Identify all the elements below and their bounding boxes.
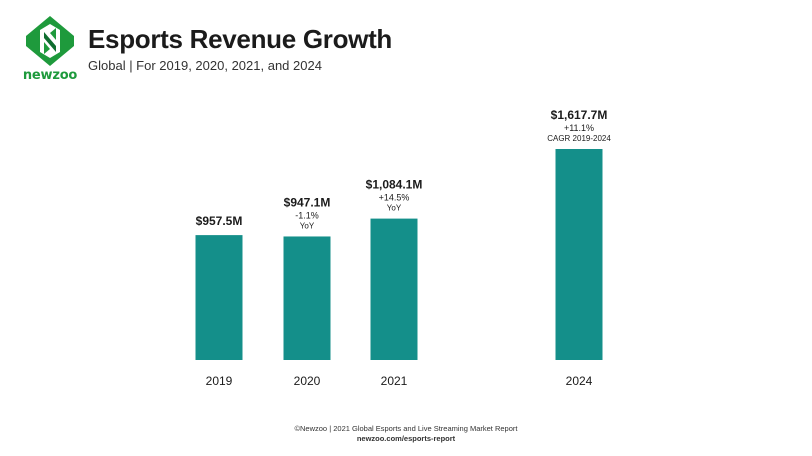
bar-2021 [370, 218, 418, 360]
data-annotation: +14.5% [379, 193, 410, 203]
footer-url: newzoo.com/esports-report [356, 434, 456, 443]
data-annotation: -1.1% [295, 210, 319, 220]
data-label: $957.5M [196, 214, 243, 228]
x-tick-label: 2024 [566, 374, 593, 388]
data-annotation: +11.1% [564, 123, 594, 133]
data-annotation: YoY [387, 204, 402, 213]
data-label: $947.1M [284, 195, 331, 209]
bar-2024 [555, 149, 603, 360]
x-tick-label: 2019 [206, 374, 233, 388]
data-label: $1,084.1M [366, 178, 423, 192]
brand-name: newzoo [22, 68, 78, 83]
footer-source: ©Newzoo | 2021 Global Esports and Live S… [294, 424, 518, 433]
chart-subtitle: Global | For 2019, 2020, 2021, and 2024 [88, 58, 322, 73]
bar-2019 [195, 235, 243, 360]
data-annotation: CAGR 2019-2024 [547, 134, 611, 143]
chart-title: Esports Revenue Growth [88, 24, 393, 54]
x-tick-label: 2020 [294, 374, 321, 388]
newzoo-logo-icon [26, 16, 74, 66]
data-label: $1,617.7M [551, 108, 608, 122]
bar-2020 [283, 236, 331, 360]
newzoo-logo: newzoo [18, 14, 82, 83]
x-tick-label: 2021 [381, 374, 408, 388]
data-annotation: YoY [300, 221, 315, 230]
